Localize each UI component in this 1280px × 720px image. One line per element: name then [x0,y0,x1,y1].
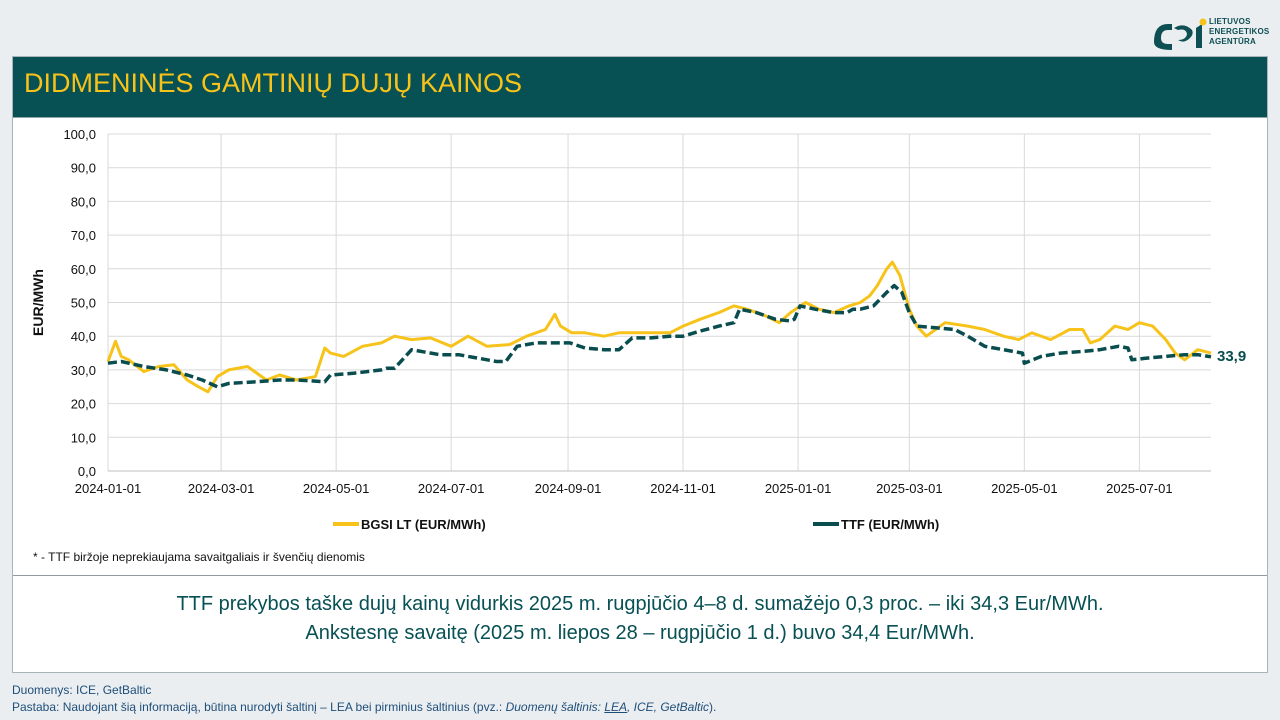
y-tick-label: 40,0 [71,329,96,344]
y-tick-label: 30,0 [71,363,96,378]
y-tick-label: 0,0 [78,464,96,479]
footer-note: Pastaba: Naudojant šią informaciją, būti… [12,700,717,714]
footer-sources: Duomenys: ICE, GetBaltic [12,683,152,697]
x-tick-label: 2025-01-01 [765,481,832,496]
logo [1150,16,1270,56]
y-tick-label: 100,0 [63,127,96,142]
title-bar: DIDMENINĖS GAMTINIŲ DUJŲ KAINOS [13,57,1267,118]
y-tick-label: 90,0 [71,161,96,176]
x-tick-label: 2024-11-01 [650,481,716,496]
legend-label: BGSI LT (EUR/MWh) [361,517,486,532]
footer: Duomenys: ICE, GetBaltic Pastaba: Naudoj… [12,682,716,716]
x-tick-label: 2024-07-01 [418,481,485,496]
y-tick-label: 70,0 [71,228,96,243]
y-axis-label: EUR/MWh [30,269,46,336]
main-panel: DIDMENINĖS GAMTINIŲ DUJŲ KAINOS 0,0 10,0 2… [12,56,1268,673]
y-tick-label: 50,0 [71,296,96,311]
x-tick-label: 2025-05-01 [991,481,1058,496]
summary-text: TTF prekybos taške dujų kainų vidurkis 2… [13,590,1267,648]
y-tick-label: 10,0 [71,430,96,445]
logo-text: LIETUVOS ENERGETIKOS AGENTŪRA [1209,17,1270,46]
y-tick-label: 60,0 [71,262,96,277]
lea-logo-icon [1154,18,1207,50]
price-line-chart: 0,0 10,0 20,0 30,0 40,0 50,0 60,0 70,0 80,0 90,0 1… [30,127,1246,532]
summary-line-2: Ankstesnę savaitę (2025 m. liepos 28 – r… [305,622,975,644]
chart-area: 0,0 10,0 20,0 30,0 40,0 50,0 60,0 70,0 80,0 90,0 1… [13,119,1267,575]
divider [13,575,1267,576]
x-tick-label: 2024-03-01 [188,481,255,496]
y-tick-label: 80,0 [71,194,96,209]
legend-label: TTF (EUR/MWh) [841,517,939,532]
x-tick-label: 2024-05-01 [303,481,370,496]
lea-link[interactable]: LEA [604,700,627,714]
ttf-line [107,283,1212,389]
ttf-end-label: 33,9 [1217,348,1246,365]
x-tick-label: 2024-01-01 [75,481,142,496]
x-tick-label: 2024-09-01 [535,481,602,496]
bgsi-line [106,260,1212,394]
y-tick-label: 20,0 [71,397,96,412]
x-tick-label: 2025-03-01 [876,481,943,496]
chart-footnote: * - TTF biržoje neprekiaujama savaitgali… [33,550,365,564]
summary-line-1: TTF prekybos taške dujų kainų vidurkis 2… [176,593,1104,615]
page-title: DIDMENINĖS GAMTINIŲ DUJŲ KAINOS [24,68,523,98]
x-tick-label: 2025-07-01 [1106,481,1173,496]
